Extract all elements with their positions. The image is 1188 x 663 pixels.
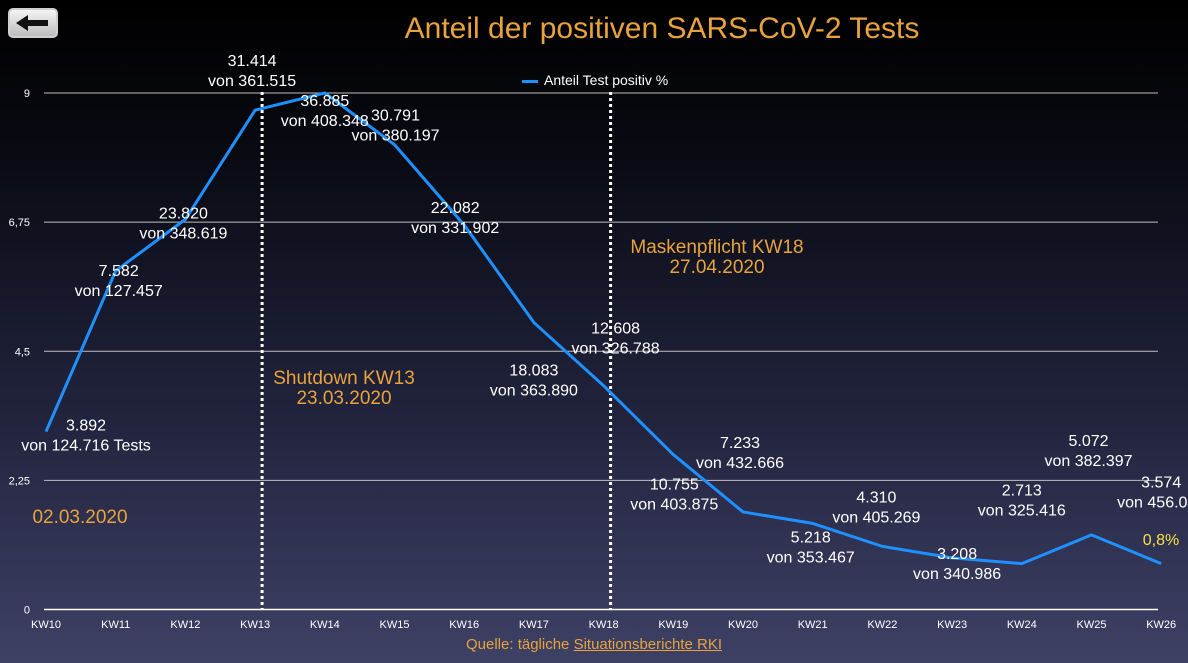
source-link[interactable]: Situationsberichte RKI	[573, 636, 722, 653]
annotation-maskenpflicht: Maskenpflicht KW18 27.04.2020	[630, 237, 803, 278]
x-tick-label: KW19	[658, 619, 688, 631]
legend-label: Anteil Test positiv %	[544, 72, 669, 88]
y-tick-label: 4,5	[15, 346, 30, 358]
y-tick-label: 0	[24, 605, 30, 617]
annotation-shutdown: Shutdown KW13 23.03.2020	[273, 368, 415, 409]
x-tick-label: KW22	[867, 619, 897, 631]
x-tick-label: KW24	[1007, 619, 1037, 631]
data-label: 23.820 von 348.619	[139, 205, 227, 242]
back-button[interactable]	[8, 8, 58, 38]
data-label: 10.755 von 403.875	[630, 477, 718, 514]
data-label: 3.892 von 124.716 Tests	[21, 418, 151, 455]
y-tick-label: 2,25	[9, 475, 30, 487]
source-prefix: Quelle: tägliche	[466, 636, 574, 653]
data-label: 22.082 von 331.902	[411, 200, 499, 237]
x-tick-label: KW18	[589, 619, 619, 631]
x-tick-label: KW21	[798, 619, 828, 631]
data-label: 7.233 von 432.666	[696, 435, 784, 472]
x-tick-label: KW12	[170, 619, 200, 631]
data-label: 18.083 von 363.890	[490, 363, 578, 400]
x-tick-label: KW17	[519, 619, 549, 631]
source-note: Quelle: tägliche Situationsberichte RKI	[0, 636, 1188, 653]
data-label: 36.885 von 408.348	[281, 93, 369, 130]
data-label: 2.713 von 325.416	[978, 483, 1066, 520]
x-tick-label: KW16	[449, 619, 479, 631]
x-tick-label: KW23	[937, 619, 967, 631]
y-tick-label: 9	[24, 88, 30, 100]
x-tick-label: KW20	[728, 619, 758, 631]
x-tick-label: KW15	[380, 619, 410, 631]
x-tick-label: KW14	[310, 619, 340, 631]
arrow-left-icon	[16, 15, 48, 31]
end-value-label: 0,8%	[1143, 532, 1179, 549]
data-label: 4.310 von 405.269	[832, 489, 920, 526]
data-label: 5.218 von 353.467	[767, 529, 855, 566]
data-label: 12.608 von 326.788	[572, 321, 660, 358]
data-label: 31.414 von 361.515	[208, 53, 296, 90]
x-tick-label: KW11	[101, 619, 130, 631]
data-label: 7.582 von 127.457	[75, 263, 163, 300]
x-tick-label: KW10	[31, 619, 61, 631]
x-tick-label: KW25	[1077, 619, 1107, 631]
chart-title: Anteil der positiven SARS-CoV-2 Tests	[404, 12, 920, 45]
legend-swatch	[522, 79, 538, 83]
x-tick-label: KW26	[1146, 619, 1176, 631]
legend: Anteil Test positiv %	[522, 72, 668, 88]
data-label: 3.208 von 340.986	[913, 546, 1001, 583]
series-line	[44, 91, 1162, 566]
data-label: 30.791 von 380.197	[351, 108, 439, 145]
y-tick-label: 6,75	[9, 217, 30, 229]
data-label: 5.072 von 382.397	[1044, 433, 1132, 470]
x-tick-label: KW13	[240, 619, 270, 631]
annotation-start: 02.03.2020	[32, 507, 127, 528]
